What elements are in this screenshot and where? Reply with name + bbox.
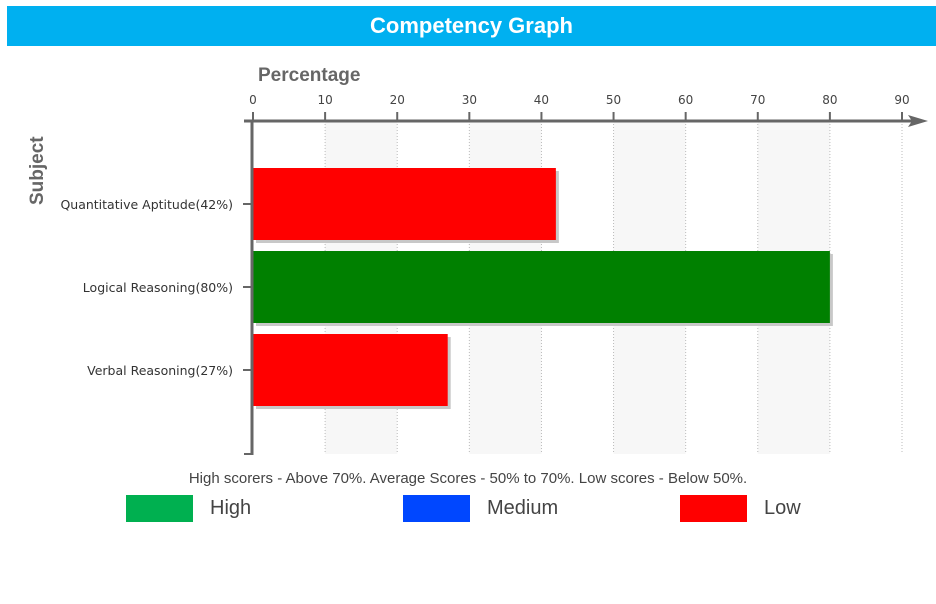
- legend-label-medium: Medium: [487, 496, 559, 519]
- category-labels: Quantitative Aptitude(42%) Logical Reason…: [60, 197, 233, 378]
- x-tick-label: 80: [822, 93, 837, 107]
- competency-chart: 0 10 20 30 40 50 60 70 80 90 Quantitative Aptitud…: [27, 65, 928, 455]
- x-tick-label: 60: [678, 93, 693, 107]
- tick-labels: 0 10 20 30 40 50 60 70 80 90: [249, 93, 909, 107]
- legend-item-low: Low: [680, 494, 801, 522]
- legend-item-high: High: [126, 494, 251, 522]
- legend-label-high: High: [210, 496, 252, 519]
- legend-item-medium: Medium: [403, 494, 558, 522]
- chart-title: Competency Graph: [7, 6, 936, 46]
- y-axis-title: Subject: [27, 136, 48, 205]
- bar: [253, 168, 556, 240]
- x-tick-label: 0: [249, 93, 257, 107]
- legend-swatch-medium: [403, 494, 470, 522]
- x-tick-label: 30: [462, 93, 477, 107]
- legend-swatch-low: [680, 494, 747, 522]
- bar: [253, 334, 448, 406]
- x-tick-label: 90: [894, 93, 909, 107]
- score-note: High scorers - Above 70%. Average Scores…: [188, 470, 748, 487]
- legend-swatch-high: [126, 494, 193, 522]
- x-tick-label: 20: [390, 93, 405, 107]
- y-category-label: Verbal Reasoning(27%): [87, 363, 233, 378]
- x-tick-label: 40: [534, 93, 549, 107]
- axes: [243, 112, 928, 455]
- y-category-label: Logical Reasoning(80%): [83, 280, 233, 295]
- x-axis-title: Percentage: [258, 65, 360, 86]
- y-category-label: Quantitative Aptitude(42%): [60, 197, 233, 212]
- bars: [253, 168, 833, 409]
- x-axis-arrow: [908, 115, 928, 127]
- x-tick-label: 70: [750, 93, 765, 107]
- bar: [253, 251, 830, 323]
- x-tick-label: 50: [606, 93, 621, 107]
- x-tick-label: 10: [317, 93, 332, 107]
- legend-label-low: Low: [764, 496, 801, 519]
